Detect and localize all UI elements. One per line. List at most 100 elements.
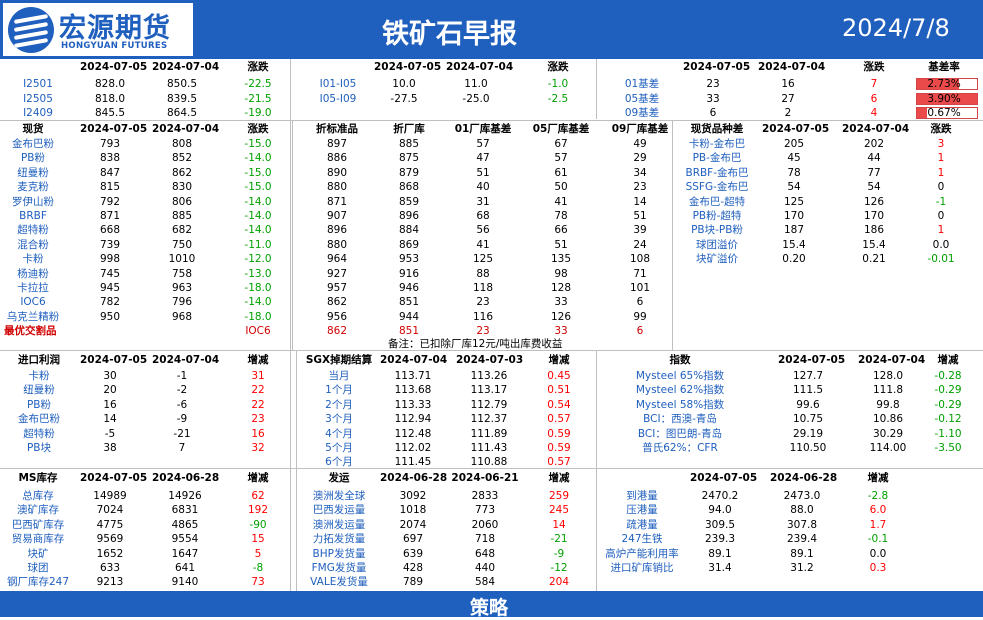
spot-cell: 796 <box>171 296 193 309</box>
indices-cell: 110.50 <box>789 442 827 454</box>
delivery-best-cell: 23 <box>476 325 490 338</box>
import_profit-header: 2024-07-05 <box>80 354 148 366</box>
ms_inventory-header: MS库存 <box>18 472 58 484</box>
spot-cell: 739 <box>99 238 121 251</box>
spot_spread-cell: 1 <box>937 166 945 179</box>
spot-row-label: IOC6 <box>20 296 46 309</box>
spot-cell: 862 <box>171 166 193 179</box>
ports-header: 增减 <box>867 472 889 484</box>
ports-cell: 2473.0 <box>783 490 821 502</box>
ms_inventory-cell: 633 <box>99 562 121 574</box>
spot_spread-row-label: PB-金布巴 <box>692 152 742 165</box>
futures-cell: 845.5 <box>94 107 126 120</box>
shipping-cell: 648 <box>474 547 496 560</box>
spot-cell: 782 <box>99 296 121 309</box>
sgx-header: SGX掉期结算 <box>305 354 373 366</box>
delivery-cell: 128 <box>550 282 572 294</box>
delivery-cell: 135 <box>550 253 572 266</box>
spreads-header: 2024-07-05 <box>374 61 442 73</box>
delivery-cell: 927 <box>326 267 348 280</box>
shipping-header: 2024-06-28 <box>380 472 448 484</box>
delivery-cell: 897 <box>326 138 348 150</box>
basis-cell: 23 <box>706 78 720 90</box>
indices-header: 2024-07-04 <box>858 354 926 366</box>
indices-row-label: 普氏62%：CFR <box>642 442 718 454</box>
spot-row-label: 纽曼粉 <box>17 166 49 179</box>
indices-cell: 111.5 <box>792 384 824 397</box>
spot-cell: -15.0 <box>244 138 272 150</box>
indices-cell: 29.19 <box>792 427 824 440</box>
spot_spread-cell: 45 <box>787 152 801 165</box>
shipping-row-label: 澳洲发全球 <box>312 490 366 502</box>
ms_inventory-cell: 14989 <box>93 490 127 502</box>
sgx-header: 2024-07-03 <box>456 354 524 366</box>
spot-row-label: 卡粉 <box>22 253 44 266</box>
delivery-cell: 108 <box>629 253 651 266</box>
basis-cell: 2 <box>784 107 792 120</box>
delivery-cell: 98 <box>554 267 568 280</box>
shipping-cell: 1018 <box>399 504 427 517</box>
ports-cell: 309.5 <box>704 518 736 531</box>
ms_inventory-cell: 7024 <box>96 504 124 517</box>
delivery-cell: 896 <box>398 210 420 222</box>
spot_spread-row-label: PB粉-超特 <box>692 210 742 222</box>
spot-header: 2024-07-04 <box>152 123 220 135</box>
sgx-row-label: 5个月 <box>325 442 353 454</box>
sgx-cell: 112.94 <box>394 413 432 426</box>
best-delivery-label: 最优交割品 <box>4 325 57 338</box>
ports-cell: 31.2 <box>790 562 814 574</box>
futures-cell: 839.5 <box>166 92 198 105</box>
shipping-cell: 3092 <box>399 490 427 502</box>
shipping-row-label: VALE发货量 <box>310 576 368 589</box>
spot_spread-cell: 170 <box>863 210 885 222</box>
ms_inventory-header: 2024-07-05 <box>80 472 148 484</box>
sgx-row-label: 1个月 <box>325 384 353 397</box>
delivery-cell: 118 <box>472 282 494 294</box>
spot_spread-cell: 15.4 <box>782 238 806 251</box>
futures-cell: 828.0 <box>94 78 126 90</box>
delivery-cell: 862 <box>326 296 348 309</box>
spot_spread-cell: 0.20 <box>782 253 806 266</box>
import_profit-header: 进口利润 <box>18 354 60 366</box>
ms_inventory-cell: 1652 <box>96 547 124 560</box>
delivery-cell: 886 <box>326 152 348 165</box>
spot_spread-row-label: 块矿溢价 <box>696 253 738 266</box>
futures-cell: -22.5 <box>244 78 272 90</box>
delivery-cell: 56 <box>476 224 490 237</box>
delivery-cell: 871 <box>326 195 348 208</box>
import_profit-cell: 31 <box>251 370 265 382</box>
table-divider <box>292 120 293 350</box>
spot_spread-cell: 44 <box>867 152 881 165</box>
report-date: 2024/7/8 <box>842 14 950 42</box>
spot-cell: 792 <box>99 195 121 208</box>
ports-row-label: 疏港量 <box>626 518 658 531</box>
basis-cell: 4 <box>870 107 878 120</box>
ms_inventory-cell: 4865 <box>171 518 199 531</box>
spot_spread-cell: 0 <box>937 181 945 194</box>
ms_inventory-cell: -90 <box>249 518 267 531</box>
import_profit-header: 增减 <box>247 354 269 366</box>
sgx-cell: 0.57 <box>547 413 571 426</box>
delivery-cell: 884 <box>398 224 420 237</box>
ms_inventory-row-label: 总库存 <box>22 490 54 502</box>
ports-cell: 307.8 <box>786 518 818 531</box>
delivery-cell: 907 <box>326 210 348 222</box>
ms_inventory-cell: 9140 <box>171 576 199 589</box>
spot-cell: 758 <box>171 267 193 280</box>
ms_inventory-row-label: 钢厂库存247 <box>6 576 70 589</box>
spot-cell: 963 <box>171 282 193 294</box>
spot-cell: -14.0 <box>244 210 272 222</box>
sgx-cell: 0.59 <box>547 427 571 440</box>
delivery-cell: 916 <box>398 267 420 280</box>
spot_spread-row-label: PB块-PB粉 <box>691 224 743 237</box>
shipping-header: 增减 <box>548 472 570 484</box>
indices-cell: -0.12 <box>934 413 962 426</box>
indices-cell: 128.0 <box>872 370 904 382</box>
delivery-cell: 39 <box>633 224 647 237</box>
sgx-cell: 111.43 <box>470 442 508 454</box>
shipping-cell: 440 <box>474 562 496 574</box>
spot-header: 现货 <box>22 123 44 135</box>
delivery-cell: 14 <box>633 195 647 208</box>
table-divider <box>0 468 983 469</box>
